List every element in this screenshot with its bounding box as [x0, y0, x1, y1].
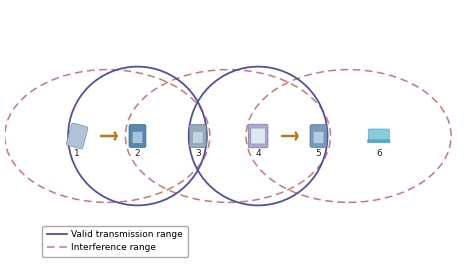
- Text: 2: 2: [135, 149, 140, 158]
- Text: 6: 6: [376, 149, 382, 158]
- Legend: Valid transmission range, Interference range: Valid transmission range, Interference r…: [43, 226, 188, 256]
- Text: 4: 4: [255, 149, 261, 158]
- Text: 5: 5: [316, 149, 321, 158]
- FancyBboxPatch shape: [132, 132, 143, 143]
- Text: 3: 3: [195, 149, 201, 158]
- FancyBboxPatch shape: [313, 132, 324, 143]
- Text: 1: 1: [74, 149, 80, 158]
- FancyBboxPatch shape: [310, 125, 327, 147]
- FancyBboxPatch shape: [251, 128, 265, 144]
- FancyBboxPatch shape: [66, 123, 88, 149]
- FancyBboxPatch shape: [368, 129, 389, 142]
- FancyBboxPatch shape: [367, 140, 390, 143]
- FancyBboxPatch shape: [189, 125, 206, 147]
- FancyBboxPatch shape: [129, 125, 146, 147]
- FancyBboxPatch shape: [192, 132, 203, 143]
- FancyBboxPatch shape: [248, 124, 268, 148]
